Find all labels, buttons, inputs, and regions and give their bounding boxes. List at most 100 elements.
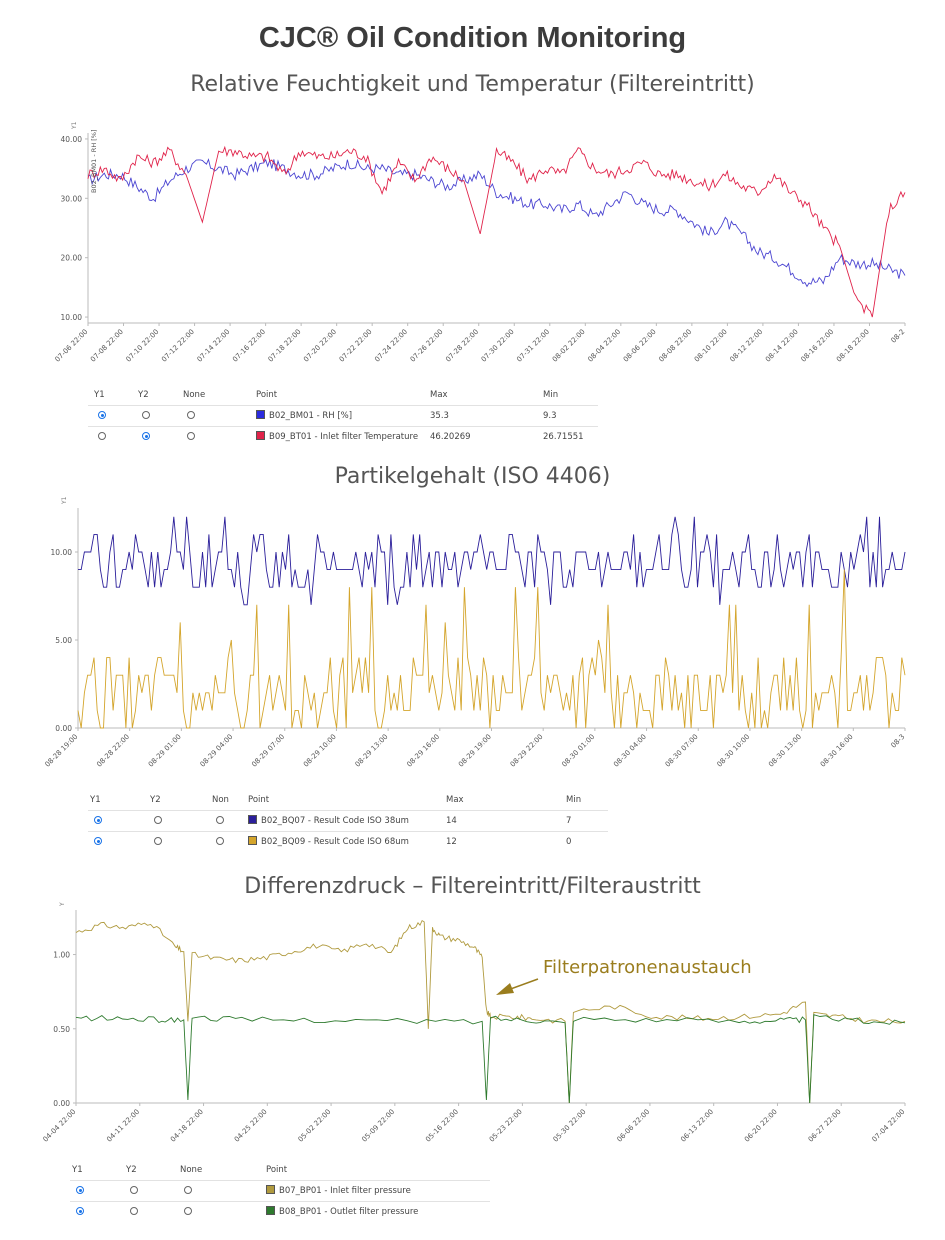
radio-y2[interactable] [142,432,150,440]
y-tick-label: 5.00 [55,636,72,645]
x-tick-label: 07-10 22:00 [125,328,161,364]
radio-y1[interactable] [98,411,106,419]
x-tick-label: 08-04 22:00 [586,328,622,364]
x-tick-label: 04-11 22:00 [105,1108,141,1144]
x-tick-label: 08-30 10:00 [715,733,751,769]
y-tick-label: 1.00 [53,951,70,960]
y-tick-label: 30.00 [61,194,83,203]
radio-none[interactable] [187,411,195,419]
series-swatch [256,410,265,419]
legend-point: B09_BT01 - Inlet filter Temperature [256,427,418,447]
x-tick-label: 07-14 22:00 [196,328,232,364]
radio-y2[interactable] [142,411,150,419]
legend-point: B02_BQ09 - Result Code ISO 68um [248,832,409,852]
radio-y2[interactable] [154,837,162,845]
x-tick-label: 05-16 22:00 [424,1108,460,1144]
radio-y2[interactable] [130,1186,138,1194]
x-tick-label: 08-30 01:00 [560,733,596,769]
x-tick-label: 08-06 22:00 [622,328,658,364]
x-tick-label: 07-16 22:00 [231,328,267,364]
y-tick-label: 0.00 [55,724,72,733]
x-tick-label: 06-06 22:00 [615,1108,651,1144]
x-tick-label: 08-29 10:00 [302,733,338,769]
legend-min: 9.3 [543,411,557,421]
radio-none[interactable] [184,1207,192,1215]
x-tick-label: 07-04 22:00 [871,1108,907,1144]
x-tick-label: 07-28 22:00 [444,328,480,364]
legend-table-3: Y1 Y2 None Point B07_BP01 - Inlet filter pre… [70,1160,490,1220]
x-tick-label: 08-30 07:00 [664,733,700,769]
legend-table-1: Y1 Y2 None Point Max Min B02_BM01 - RH [%] 35.3… [88,385,598,447]
legend-header: Y1 Y2 None Point [70,1160,490,1180]
x-tick-label: 04-18 22:00 [169,1108,205,1144]
x-tick-label: 07-31 22:00 [515,328,551,364]
page-title: CJC® Oil Condition Monitoring [258,22,687,54]
y-tick-label: 10.00 [61,313,83,322]
radio-y2[interactable] [154,816,162,824]
x-tick-label: 08-30 04:00 [612,733,648,769]
radio-none[interactable] [184,1186,192,1194]
x-tick-label: 06-27 22:00 [807,1108,843,1144]
x-tick-label: 08-3 [890,733,907,750]
legend-header-point: Point [248,795,270,805]
x-tick-label: 08-29 16:00 [405,733,441,769]
chart-2-title: Partikelgehalt (ISO 4406) [334,464,611,489]
x-tick-label: 07-20 22:00 [302,328,338,364]
x-tick-label: 08-29 04:00 [199,733,235,769]
legend-point-label: B09_BT01 - Inlet filter Temperature [269,432,419,442]
x-tick-label: 07-24 22:00 [373,328,409,364]
legend-point-label: B02_BQ07 - Result Code ISO 38um [261,816,409,826]
radio-none[interactable] [216,837,224,845]
series-line-2 [77,569,906,729]
legend-header-non: Non [212,795,229,805]
x-tick-label: 08-30 13:00 [767,733,803,769]
radio-y2[interactable] [130,1207,138,1215]
series-swatch [248,836,257,845]
series-line-2 [75,1014,906,1104]
radio-y1[interactable] [76,1186,84,1194]
radio-y1[interactable] [76,1207,84,1215]
legend-header-none: None [183,390,206,400]
x-tick-label: 07-22 22:00 [338,328,374,364]
legend-row: B07_BP01 - Inlet filter pressure [70,1180,490,1201]
legend-header-y1: Y1 [94,390,105,400]
radio-y1[interactable] [98,432,106,440]
radio-y1[interactable] [94,816,102,824]
legend-point-label: B08_BP01 - Outlet filter pressure [279,1207,419,1217]
x-tick-label: 04-04 22:00 [42,1108,78,1144]
radio-y1[interactable] [94,837,102,845]
x-tick-label: 05-30 22:00 [552,1108,588,1144]
series-line-1 [75,919,906,1104]
legend-max: 46.20269 [430,432,471,442]
legend-point: B08_BP01 - Outlet filter pressure [266,1202,418,1222]
legend-header: Y1 Y2 Non Point Max Min [88,790,608,810]
x-tick-label: 05-02 22:00 [297,1108,333,1144]
legend-point-label: B02_BQ09 - Result Code ISO 68um [261,837,409,847]
y-tick-label: 20.00 [61,254,83,263]
y-tick-label: 0.00 [53,1099,70,1108]
radio-none[interactable] [187,432,195,440]
x-tick-label: 08-18 22:00 [835,328,871,364]
legend-header-y2: Y2 [138,390,149,400]
legend-point: B07_BP01 - Inlet filter pressure [266,1181,411,1201]
radio-none[interactable] [216,816,224,824]
x-tick-label: 05-23 22:00 [488,1108,524,1144]
x-tick-label: 07-08 22:00 [89,328,125,364]
legend-header-max: Max [430,390,448,400]
x-tick-label: 08-30 16:00 [819,733,855,769]
legend-row: B02_BQ09 - Result Code ISO 68um 12 0 [88,831,608,852]
x-tick-label: 08-16 22:00 [799,328,835,364]
series-line-1 [87,158,906,288]
x-tick-label: 08-29 01:00 [147,733,183,769]
y-tick-label: 10.00 [51,548,73,557]
x-tick-label: 08-28 19:00 [44,733,80,769]
annotation-arrow-head [496,983,514,995]
chart-humidity-temperature: Y1 40.00 30.00 20.00 10.00 07-06 22:00 07-08 2… [54,121,907,364]
x-tick-label: 08-29 13:00 [354,733,390,769]
legend-header-y2: Y2 [150,795,161,805]
legend-row: B08_BP01 - Outlet filter pressure [70,1201,490,1222]
series-line-2 [87,145,906,318]
x-tick-label: 06-20 22:00 [743,1108,779,1144]
